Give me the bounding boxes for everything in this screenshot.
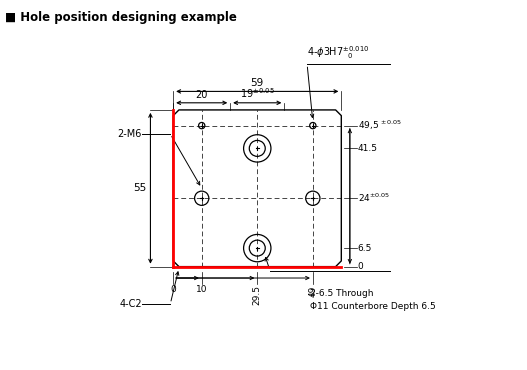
Text: Φ11 Counterbore Depth 6.5: Φ11 Counterbore Depth 6.5 — [310, 302, 436, 311]
Text: 24$^{\pm0.05}$: 24$^{\pm0.05}$ — [358, 192, 390, 205]
Text: 2-6.5 Through: 2-6.5 Through — [310, 289, 374, 299]
Text: 4-$\phi$3H7$^{\pm0.010}_{\ \ 0}$: 4-$\phi$3H7$^{\pm0.010}_{\ \ 0}$ — [307, 45, 369, 61]
Text: 20: 20 — [196, 90, 208, 100]
Text: 49: 49 — [308, 285, 317, 296]
Text: 2-M6: 2-M6 — [118, 129, 142, 139]
Text: 10: 10 — [196, 285, 208, 294]
Text: ■ Hole position designing example: ■ Hole position designing example — [5, 11, 237, 24]
Text: 0: 0 — [358, 262, 364, 271]
Text: 41.5: 41.5 — [358, 144, 378, 153]
Text: 0: 0 — [170, 285, 176, 294]
Text: 19$^{\pm0.05}$: 19$^{\pm0.05}$ — [240, 86, 275, 100]
Text: 29.5: 29.5 — [253, 285, 262, 305]
Text: 59: 59 — [251, 78, 264, 88]
Text: 49,5 $^{\pm0.05}$: 49,5 $^{\pm0.05}$ — [358, 119, 402, 132]
Text: 55: 55 — [133, 183, 146, 193]
Text: 4-C2: 4-C2 — [119, 299, 142, 309]
Text: 6.5: 6.5 — [358, 243, 372, 253]
